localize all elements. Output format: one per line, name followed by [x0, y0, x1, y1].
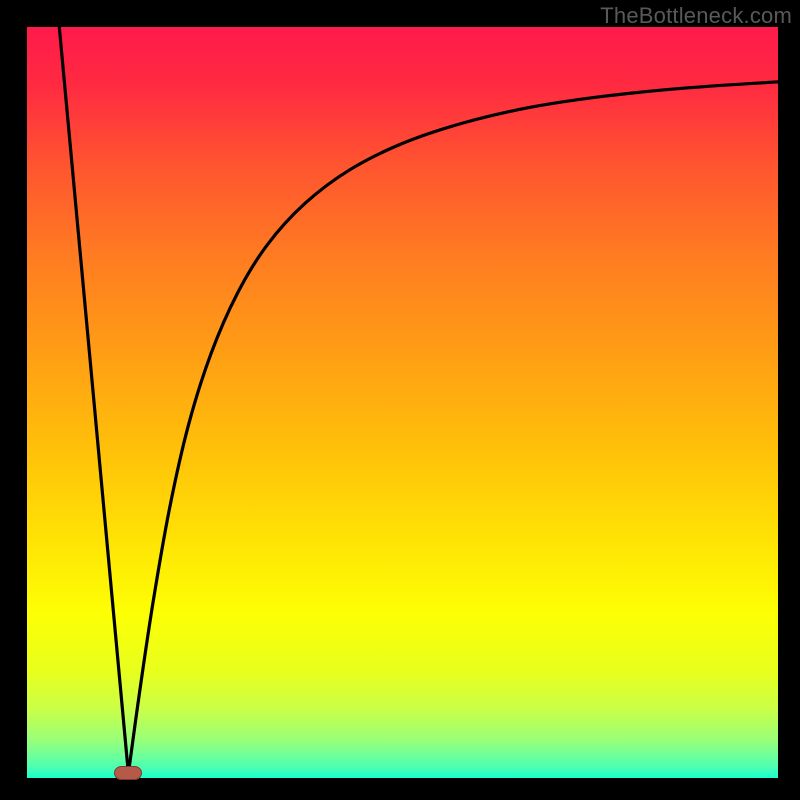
curve-layer [27, 27, 778, 778]
right-branch [128, 82, 778, 774]
left-branch [59, 27, 128, 773]
plot-area [27, 27, 778, 778]
chart-stage: { "meta": { "type": "line", "description… [0, 0, 800, 800]
optimal-point-marker [114, 766, 142, 780]
watermark-text: TheBottleneck.com [600, 3, 792, 29]
